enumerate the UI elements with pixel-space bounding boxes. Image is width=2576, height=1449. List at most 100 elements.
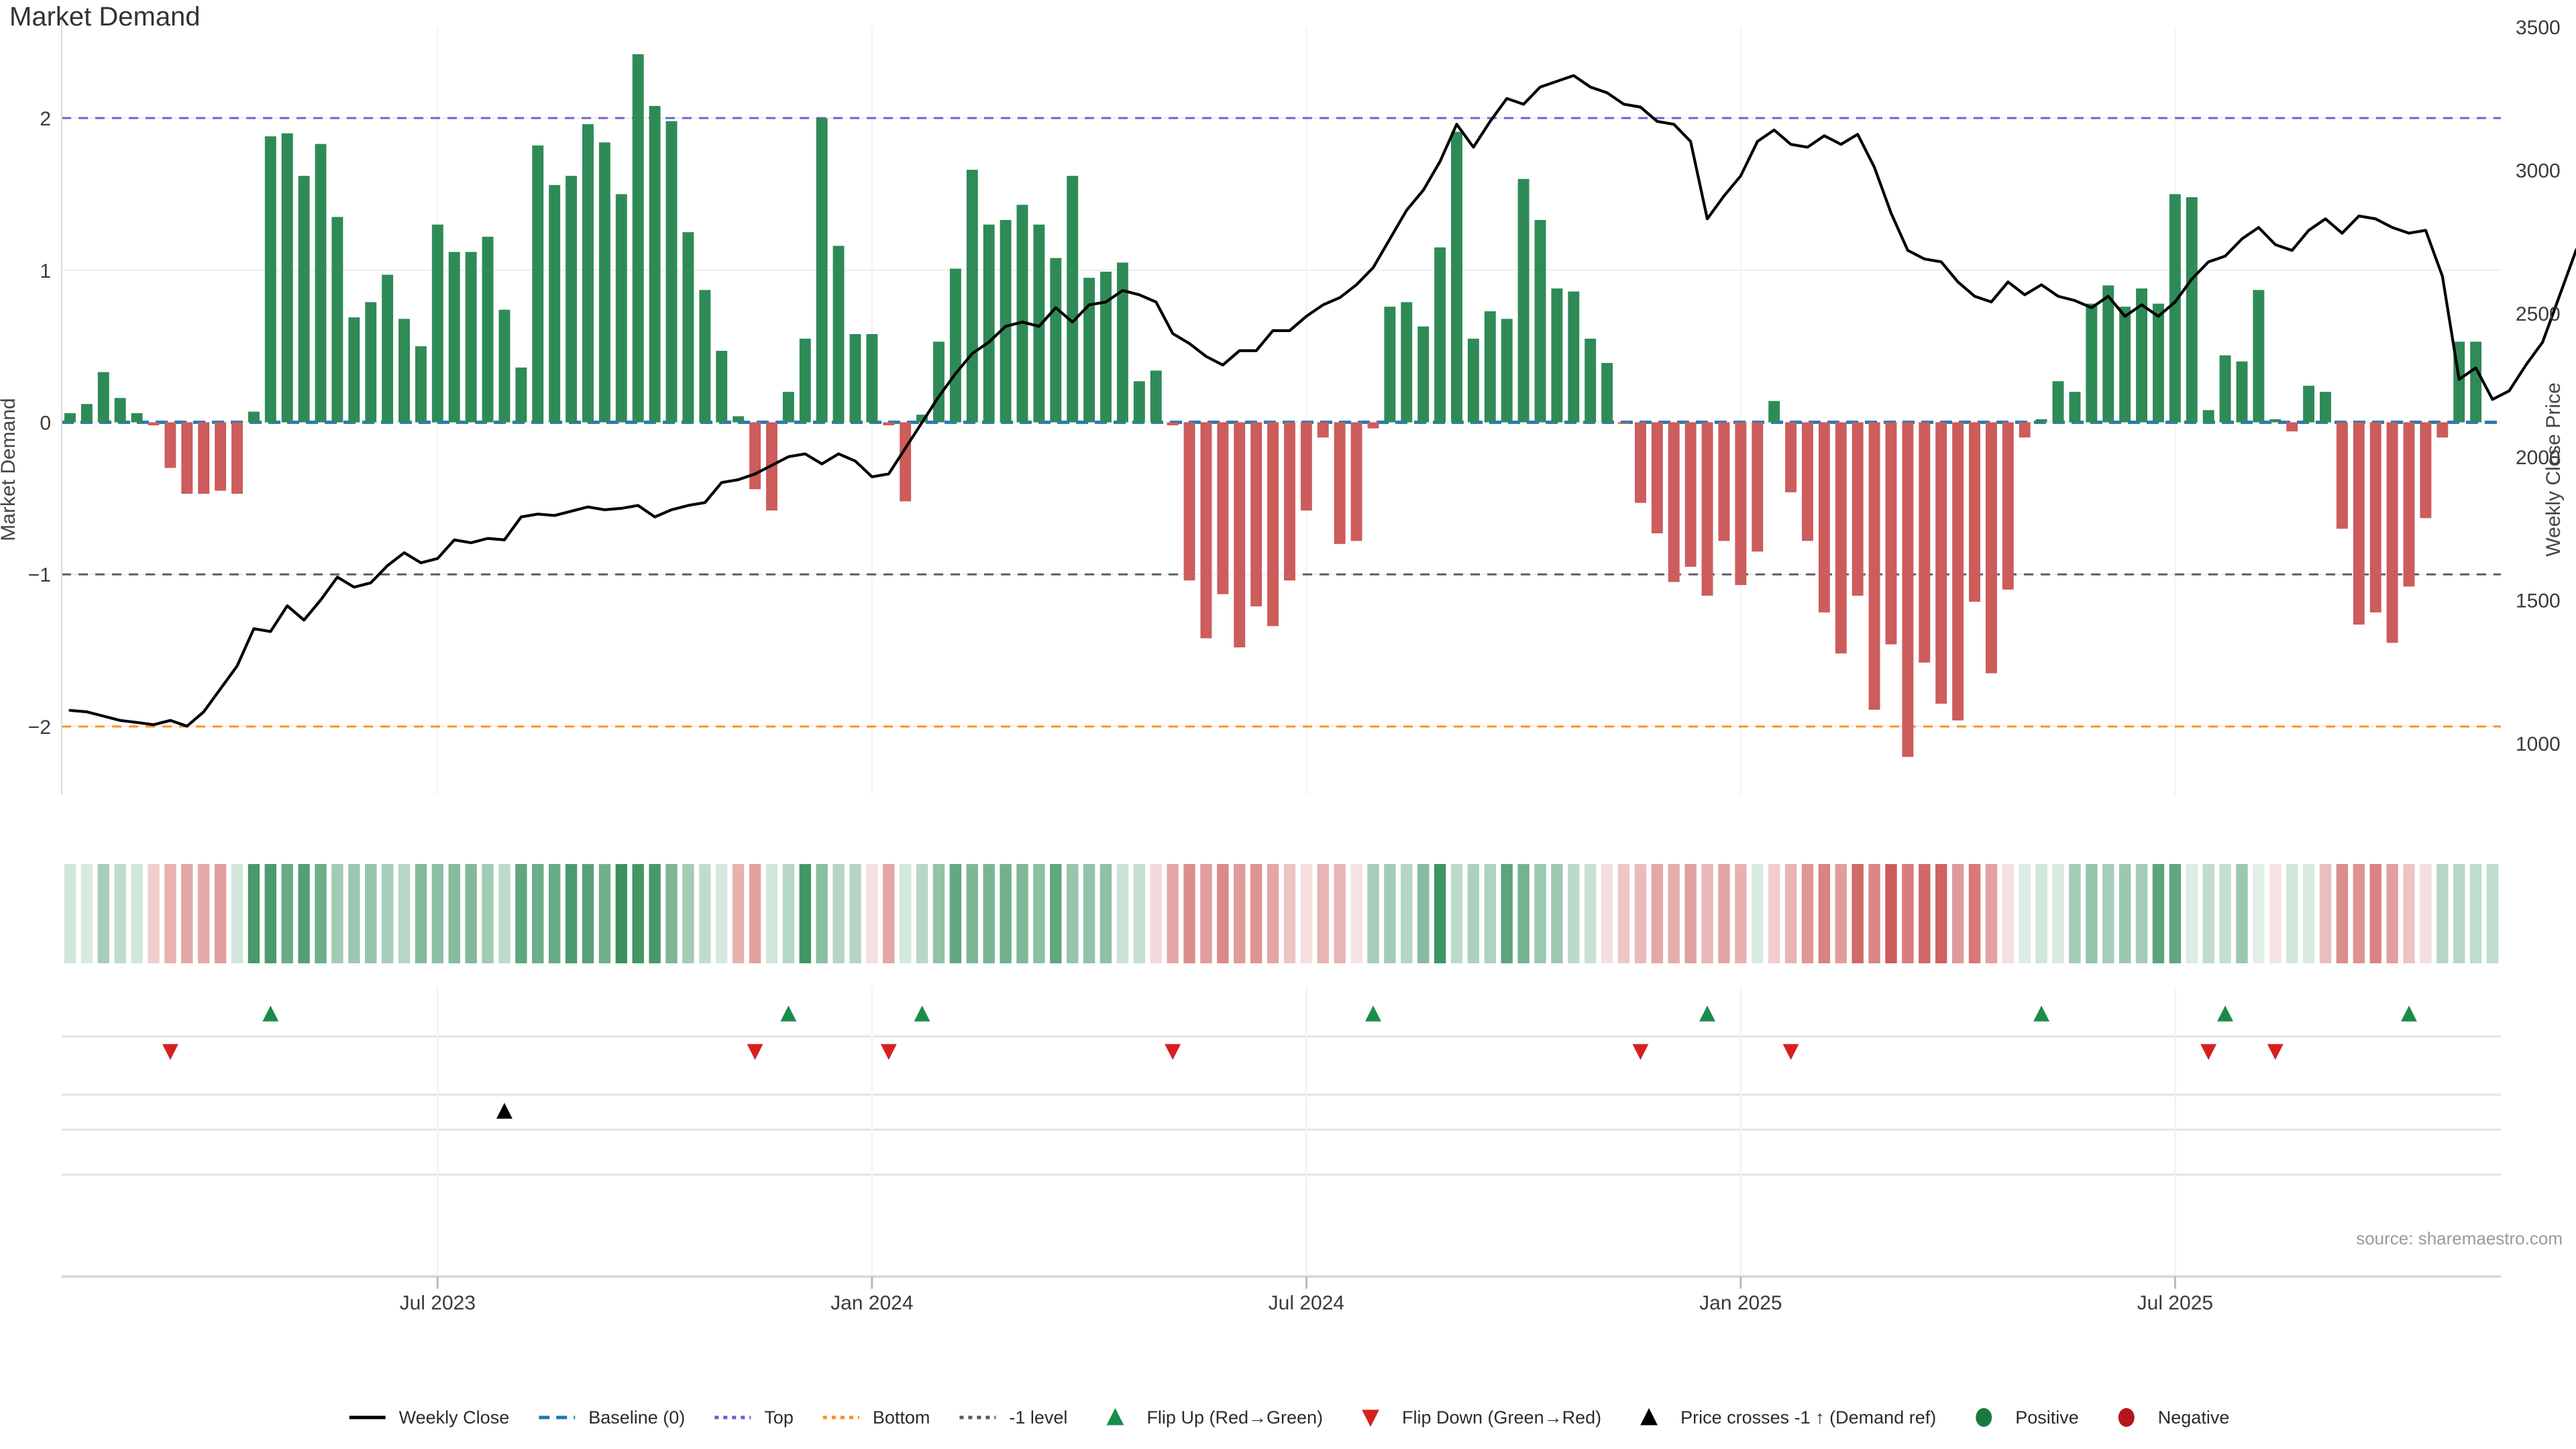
demand-bar-negative [1217, 422, 1229, 594]
right-axis-label: Weekly Close Price [2542, 382, 2565, 557]
strip-band-negative [1784, 864, 1797, 963]
demand-bar-negative [2002, 422, 2014, 590]
demand-bar-negative [1350, 422, 1362, 541]
demand-bar-positive [866, 334, 878, 423]
weekly-close-line [68, 74, 2576, 728]
strip-band-positive [2486, 864, 2499, 963]
demand-bar-negative [1701, 422, 1713, 596]
flip-down-marker-icon [2200, 1044, 2217, 1060]
strip-band-positive [1099, 864, 1112, 963]
price-cross-marker-icon [496, 1103, 513, 1119]
strip-band-positive [2302, 864, 2315, 963]
demand-bar-positive [1601, 363, 1613, 423]
demand-bar-positive [1000, 219, 1012, 423]
legend-item: Flip Up (Red→Green) [1106, 1407, 1323, 1428]
demand-bar-negative [2286, 422, 2298, 432]
strip-band-negative [1919, 864, 1931, 963]
strip-band-positive [916, 864, 928, 963]
legend-item: -1 level [959, 1407, 1067, 1428]
demand-bar-negative [1300, 422, 1312, 511]
demand-bar-negative [1200, 422, 1212, 639]
demand-bar-positive [131, 413, 143, 423]
strip-band-positive [482, 864, 494, 963]
strip-band-negative [1701, 864, 1713, 963]
demand-bar-negative [2353, 422, 2365, 625]
demand-bar-negative [1785, 422, 1797, 492]
strip-band-positive [281, 864, 293, 963]
demand-bar-positive [2303, 386, 2315, 423]
demand-bar-positive [465, 252, 477, 423]
strip-band-positive [465, 864, 477, 963]
legend-item: Negative [2118, 1407, 2230, 1428]
strip-band-positive [1434, 864, 1446, 963]
strip-band-positive [2019, 864, 2031, 963]
demand-bar-negative [1267, 422, 1279, 627]
demand-bar-negative [1835, 422, 1847, 654]
strip-band-positive [1050, 864, 1062, 963]
strip-band-positive [1384, 864, 1396, 963]
strip-band-positive [1467, 864, 1480, 963]
demand-bar-negative [1718, 422, 1730, 541]
demand-bar-positive [849, 334, 861, 423]
demand-bar-negative [1902, 422, 1914, 757]
legend-item-label: Negative [2158, 1407, 2230, 1428]
demand-bar-positive [1083, 278, 1095, 423]
strip-band-negative [1668, 864, 1680, 963]
demand-bar-negative [1885, 422, 1897, 645]
strip-band-positive [298, 864, 310, 963]
strip-band-positive [114, 864, 126, 963]
flip-down-marker-icon [880, 1044, 897, 1060]
demand-bar-positive [2253, 290, 2265, 423]
strip-band-negative [1885, 864, 1897, 963]
demand-bar-positive [348, 317, 360, 423]
strip-band-negative [1283, 864, 1296, 963]
strip-band-positive [782, 864, 795, 963]
strip-band-positive [949, 864, 962, 963]
strip-band-positive [716, 864, 728, 963]
strip-band-positive [932, 864, 945, 963]
strip-band-positive [431, 864, 444, 963]
legend-item-label: -1 level [1009, 1407, 1067, 1428]
demand-bar-positive [1384, 307, 1396, 423]
demand-bar-positive [1484, 311, 1496, 423]
demand-bar-positive [448, 252, 460, 423]
demand-bar-positive [733, 416, 745, 423]
strip-band-negative [1651, 864, 1664, 963]
demand-bar-negative [1634, 422, 1646, 503]
strip-band-positive [264, 864, 277, 963]
strip-band-negative [1968, 864, 1981, 963]
flip-up-marker-icon [262, 1006, 279, 1022]
demand-bar-positive [2470, 341, 2482, 423]
strip-band-negative [1818, 864, 1831, 963]
right-axis: 3500 3000 2500 2000 1500 1000 [2516, 17, 2561, 755]
demand-bar-positive [248, 411, 260, 423]
demand-bar-positive [80, 404, 93, 423]
demand-bar-positive [2086, 303, 2098, 423]
legend-item: Bottom [822, 1407, 930, 1428]
demand-bar-positive [331, 217, 343, 423]
legend-item-label: Baseline (0) [588, 1407, 685, 1428]
strip-band-positive [598, 864, 611, 963]
strip-band-positive [80, 864, 93, 963]
demand-bar-negative [148, 422, 160, 426]
strip-band-positive [632, 864, 644, 963]
flip-up-marker-icon [1365, 1006, 1381, 1022]
demand-bar-negative [1935, 422, 1947, 704]
strip-band-negative [2386, 864, 2398, 963]
demand-bar-positive [1434, 247, 1446, 423]
strip-band-positive [2286, 864, 2298, 963]
x-axis-tick-label: Jan 2024 [830, 1292, 913, 1314]
demand-bar-positive [2269, 419, 2282, 423]
flip-up-marker-icon [780, 1006, 797, 1022]
demand-bar-negative [164, 422, 176, 468]
strip-band-positive [2253, 864, 2265, 963]
strip-band-negative [1234, 864, 1246, 963]
demand-bar-positive [966, 170, 978, 423]
demand-bar-positive [365, 302, 377, 423]
demand-bar-negative [1317, 422, 1329, 438]
strip-band-positive [1450, 864, 1463, 963]
strip-band-negative [1250, 864, 1263, 963]
legend-dot-icon [2118, 1408, 2135, 1427]
legend-triangle-up-icon [1640, 1408, 1658, 1426]
strip-band-negative [1935, 864, 1947, 963]
